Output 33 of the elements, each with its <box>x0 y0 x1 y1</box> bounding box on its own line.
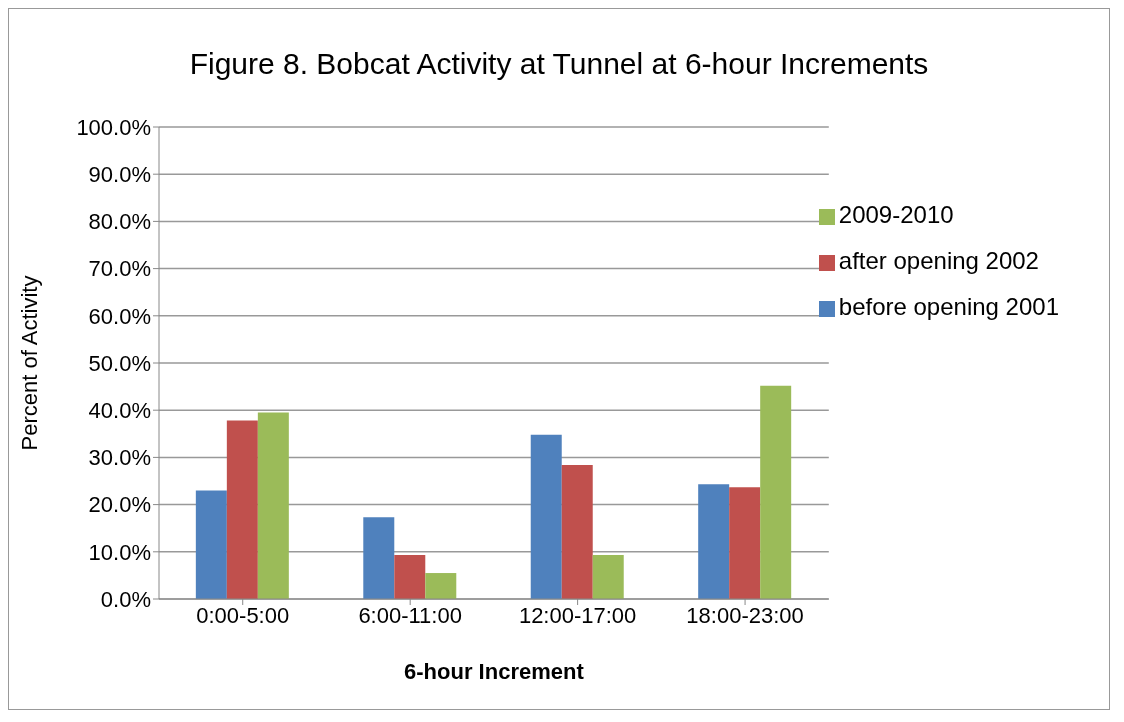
bar <box>363 517 395 599</box>
bar <box>698 484 730 599</box>
x-tick-label: 0:00-5:00 <box>196 602 290 628</box>
y-tick-label: 90.0% <box>88 162 151 188</box>
bar <box>425 573 457 599</box>
y-axis-title: Percent of Activity <box>16 275 42 451</box>
bar <box>561 464 593 599</box>
y-tick-label: 70.0% <box>88 256 151 282</box>
bar <box>729 487 761 599</box>
x-tick-label: 6:00-11:00 <box>358 602 462 628</box>
y-tick-label: 10.0% <box>88 539 151 565</box>
x-axis-title: 6-hour Increment <box>404 659 585 684</box>
y-tick-label: 50.0% <box>88 350 151 376</box>
chart-title: Figure 8. Bobcat Activity at Tunnel at 6-hour Increments <box>188 46 930 82</box>
bar <box>394 555 426 599</box>
y-tick-label: 20.0% <box>88 492 151 518</box>
x-tick-label: 18:00-23:00 <box>686 602 804 628</box>
legend-label: after opening 2002 <box>838 247 1039 274</box>
y-tick-label: 60.0% <box>88 303 151 329</box>
bar <box>257 412 289 599</box>
y-tick-label: 0.0% <box>100 586 151 612</box>
y-tick-label: 40.0% <box>88 398 151 424</box>
y-tick-label: 30.0% <box>88 445 151 471</box>
y-tick-label: 100.0% <box>76 114 151 140</box>
bar <box>226 420 258 599</box>
legend-label: 2009-2010 <box>838 201 954 228</box>
x-tick-label: 12:00-17:00 <box>518 602 637 628</box>
legend-label: before opening 2001 <box>838 293 1059 320</box>
bar <box>530 434 562 599</box>
bar <box>592 555 624 599</box>
y-tick-label: 80.0% <box>88 209 151 235</box>
bar <box>760 385 792 599</box>
bar <box>195 490 227 599</box>
